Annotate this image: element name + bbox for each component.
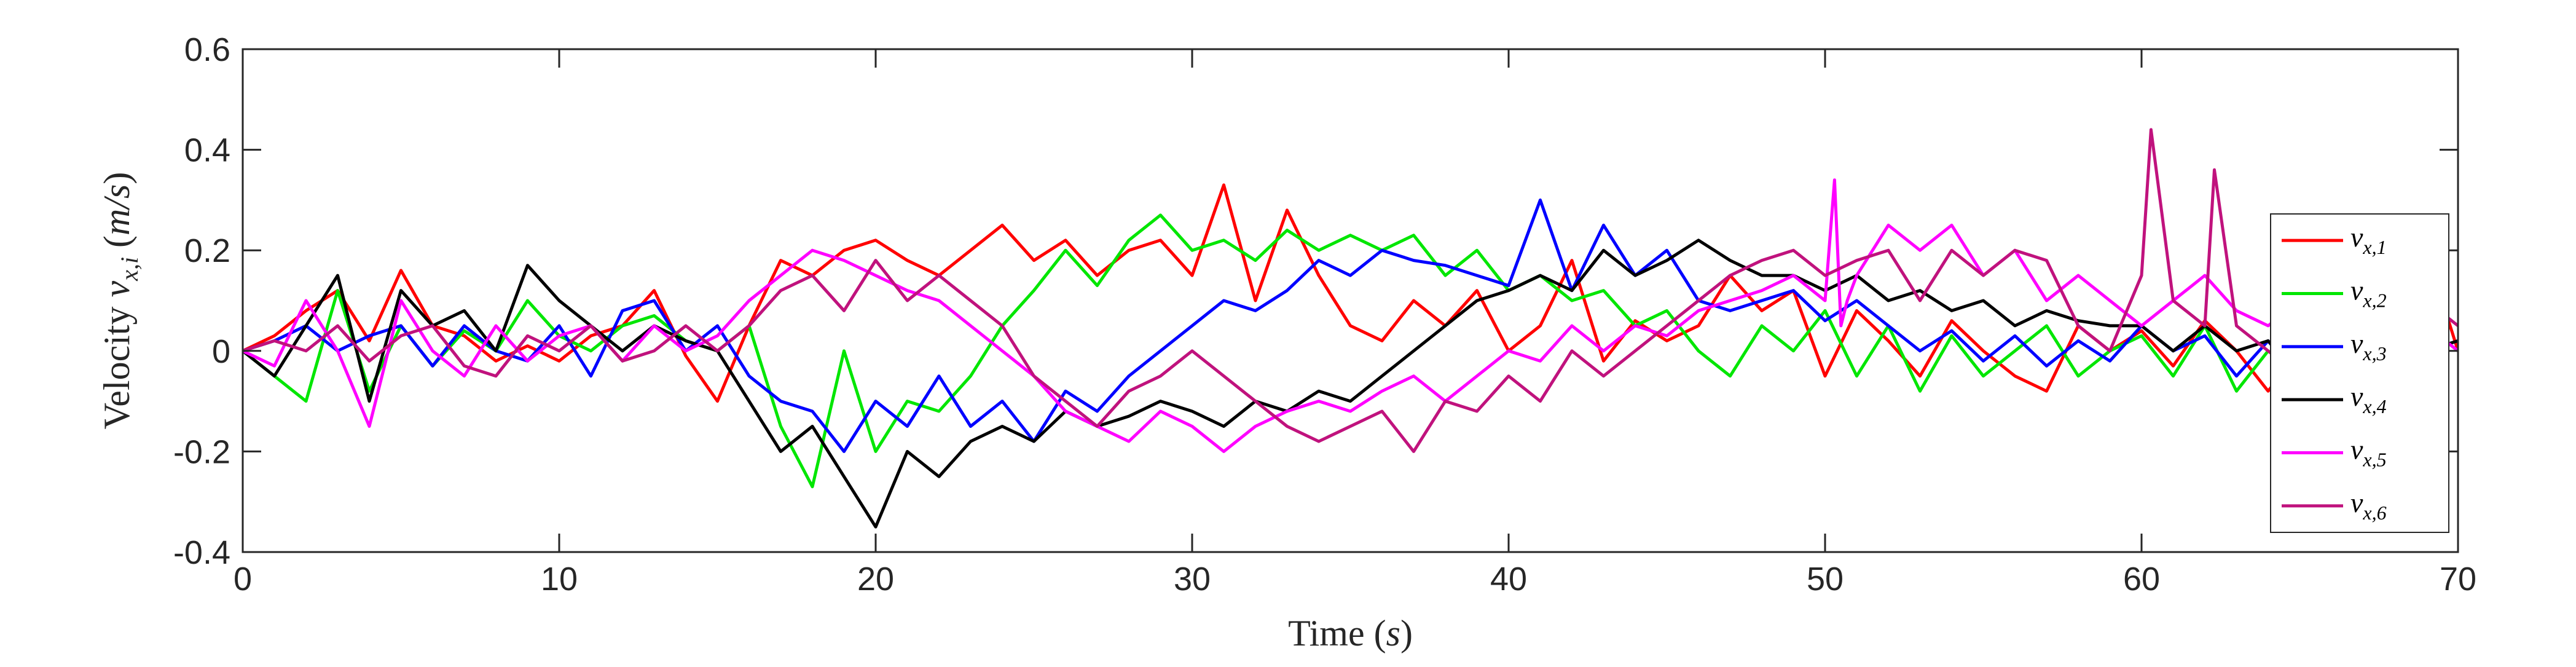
y-tick-label: -0.4 <box>173 534 230 571</box>
x-tick-label: 40 <box>1490 561 1527 598</box>
y-axis-label: Velocity vx,i (m/s) <box>96 172 143 430</box>
legend-label-4: vx,4 <box>2350 381 2387 417</box>
legend-box <box>2270 213 2449 533</box>
legend-label-6: vx,6 <box>2350 487 2387 524</box>
x-tick-label: 10 <box>541 561 578 598</box>
series-line-3 <box>243 198 2458 453</box>
legend-label-1: vx,1 <box>2350 221 2387 258</box>
y-tick-label: -0.2 <box>173 433 230 470</box>
series-line-5 <box>243 178 2458 453</box>
y-tick-label: 0.6 <box>184 31 230 68</box>
legend-label-2: vx,2 <box>2350 275 2387 312</box>
x-tick-label: 50 <box>1807 561 1844 598</box>
y-tick-label: 0.2 <box>184 232 230 269</box>
legend-label-3: vx,3 <box>2350 328 2387 365</box>
legend: vx,1 vx,2 vx,3 vx,4 vx,5 vx,6 <box>2270 213 2449 533</box>
x-tick-label: 30 <box>1174 561 1211 598</box>
axes-box <box>242 48 2459 553</box>
series-layer <box>243 128 2458 529</box>
series-line-6 <box>243 128 2458 453</box>
x-tick-label: 0 <box>234 561 252 598</box>
series-line-4 <box>243 239 2458 529</box>
axes-layer: 0 10 20 30 40 50 60 70 -0.4 -0.2 0 0.2 0.4 0.6 Time (s… <box>96 31 2476 653</box>
y-tick-label: 0.4 <box>184 132 230 169</box>
x-axis-label: Time (s) <box>1288 613 1413 653</box>
x-tick-label: 20 <box>857 561 894 598</box>
x-tick-label: 60 <box>2123 561 2160 598</box>
x-tick-label: 70 <box>2440 561 2476 598</box>
legend-label-5: vx,5 <box>2350 434 2387 471</box>
y-tick-label: 0 <box>212 333 230 370</box>
